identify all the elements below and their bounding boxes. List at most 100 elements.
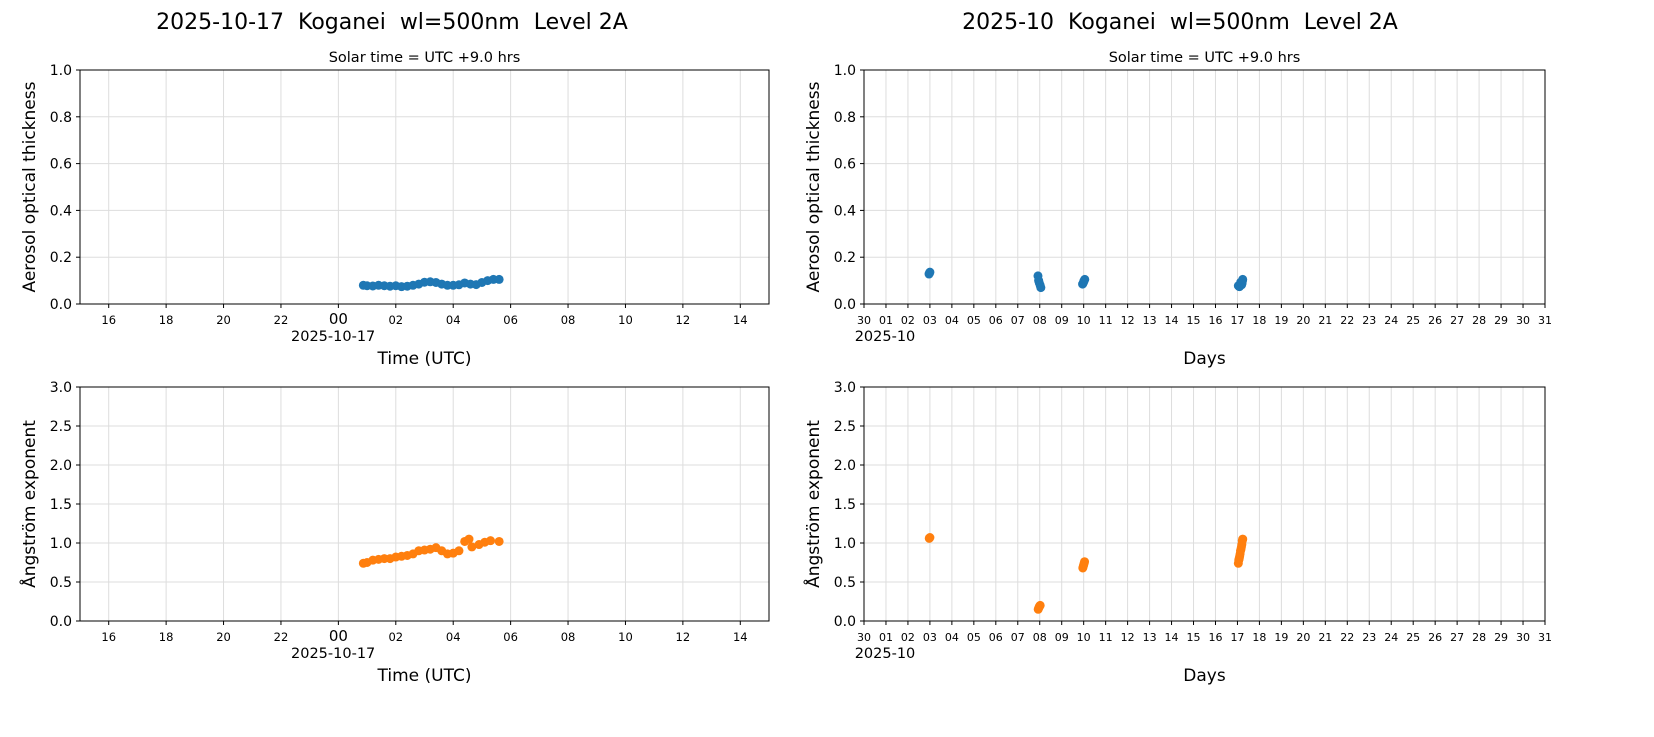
monthly-angstrom-x-tick-label: 16 [1208,631,1222,644]
monthly-angstrom-x-tick-label: 07 [1011,631,1025,644]
monthly-aot-x-tick-label: 21 [1318,314,1332,327]
daily-angstrom-x-tick-label: 16 [101,630,116,644]
monthly-aot-y-tick-label: 0.6 [834,157,856,173]
daily-aot-x-offset-label: 2025-10-17 [291,329,375,345]
monthly-angstrom-x-tick-label: 09 [1055,631,1069,644]
daily-angstrom-data-point [486,536,496,546]
monthly-aot-x-tick-label: 04 [945,314,959,327]
daily-aot-x-axis-label: Time (UTC) [377,349,472,369]
daily-aot-y-tick-label: 1.0 [50,63,72,79]
monthly-aot-data-point [925,267,935,277]
daily-angstrom-data-point [454,546,464,556]
monthly-aot-x-tick-label: 06 [989,314,1003,327]
monthly-angstrom-x-tick-label: 11 [1099,631,1113,644]
monthly-angstrom-y-tick-label: 1.5 [834,497,856,513]
daily-angstrom-data-point [464,534,474,544]
monthly-angstrom-x-tick-label: 26 [1428,631,1442,644]
monthly-aot-y-tick-label: 0.0 [834,297,856,313]
daily-aot-x-tick-label: 00 [329,310,348,328]
monthly-angstrom-x-tick-label: 05 [967,631,981,644]
monthly-angstrom-x-tick-label: 23 [1362,631,1376,644]
daily-angstrom-y-tick-label: 2.5 [50,419,72,435]
daily-angstrom-x-tick-label: 18 [159,630,174,644]
monthly-angstrom-x-tick-label: 21 [1318,631,1332,644]
monthly-angstrom-data-point [1035,600,1045,610]
daily-aot-x-tick-label: 16 [101,313,116,327]
daily-angstrom-x-tick-label: 02 [388,630,403,644]
monthly-aot-y-tick-label: 0.2 [834,250,856,266]
monthly-angstrom-x-tick-label: 17 [1230,631,1244,644]
monthly-aot-x-tick-label: 31 [1538,314,1552,327]
monthly-aot-x-tick-label: 23 [1362,314,1376,327]
monthly-aot-x-tick-label: 19 [1274,314,1288,327]
daily-aot-x-tick-label: 20 [216,313,231,327]
monthly-aot-x-tick-label: 24 [1384,314,1398,327]
monthly-angstrom-x-tick-label: 27 [1450,631,1464,644]
monthly-angstrom-y-tick-label: 1.0 [834,536,856,552]
monthly-angstrom-x-tick-label: 30 [857,631,871,644]
monthly-aot-x-tick-label: 12 [1121,314,1135,327]
monthly-angstrom-x-tick-label: 29 [1494,631,1508,644]
monthly-angstrom-x-tick-label: 08 [1033,631,1047,644]
monthly-angstrom-x-offset-label: 2025-10 [855,646,916,662]
monthly-aot-x-tick-label: 10 [1077,314,1091,327]
monthly-aot-x-tick-label: 07 [1011,314,1025,327]
monthly-angstrom-y-tick-label: 3.0 [834,380,856,396]
monthly-angstrom-x-tick-label: 06 [989,631,1003,644]
daily-aot-x-tick-label: 02 [388,313,403,327]
daily-aot-axes-frame [79,69,770,305]
daily-angstrom-x-tick-label: 08 [561,630,576,644]
left-figure-title: 2025-10-17 Koganei wl=500nm Level 2A [156,10,628,35]
monthly-aot-x-tick-label: 13 [1143,314,1157,327]
daily-aot-y-axis-label: Aerosol optical thickness [20,81,40,292]
daily-aot-y-tick-label: 0.2 [50,250,72,266]
monthly-aot-data-point [1036,283,1046,293]
daily-aot-x-tick-label: 08 [561,313,576,327]
daily-angstrom-y-tick-label: 2.0 [50,458,72,474]
monthly-angstrom-y-tick-label: 0.0 [834,614,856,630]
monthly-aot-x-tick-label: 05 [967,314,981,327]
monthly-aot-x-tick-label: 20 [1296,314,1310,327]
monthly-aot-x-tick-label: 02 [901,314,915,327]
daily-angstrom-data-point [494,536,504,546]
monthly-angstrom-axes-frame [863,386,1546,622]
monthly-angstrom-x-tick-label: 04 [945,631,959,644]
daily-angstrom-y-tick-label: 0.0 [50,614,72,630]
daily-angstrom-x-offset-label: 2025-10-17 [291,646,375,662]
monthly-angstrom-data-point [925,533,935,543]
monthly-aot-x-tick-label: 11 [1099,314,1113,327]
daily-aot-y-tick-label: 0.4 [50,203,72,219]
daily-aot-y-tick-label: 0.8 [50,110,72,126]
monthly-angstrom-x-tick-label: 24 [1384,631,1398,644]
monthly-angstrom-x-tick-label: 14 [1165,631,1179,644]
monthly-aot-data-point [1080,274,1090,284]
monthly-aot-x-tick-label: 17 [1230,314,1244,327]
monthly-aot-x-tick-label: 30 [857,314,871,327]
monthly-aot-x-offset-label: 2025-10 [855,329,916,345]
daily-angstrom-x-tick-label: 20 [216,630,231,644]
monthly-aot-y-tick-label: 0.4 [834,203,856,219]
monthly-aot-x-tick-label: 30 [1516,314,1530,327]
daily-aot-x-tick-label: 14 [733,313,748,327]
monthly-angstrom-y-tick-label: 2.0 [834,458,856,474]
monthly-aot-x-tick-label: 01 [879,314,893,327]
monthly-angstrom-x-tick-label: 12 [1121,631,1135,644]
monthly-aot-x-tick-label: 22 [1340,314,1354,327]
monthly-aot-x-tick-label: 14 [1165,314,1179,327]
monthly-angstrom-y-axis-label: Ångström exponent [802,420,824,588]
monthly-angstrom-x-tick-label: 31 [1538,631,1552,644]
monthly-angstrom-x-tick-label: 20 [1296,631,1310,644]
daily-angstrom-y-tick-label: 3.0 [50,380,72,396]
monthly-angstrom-x-axis-label: Days [1183,666,1226,686]
daily-aot-y-tick-label: 0.6 [50,157,72,173]
monthly-aot-x-axis-label: Days [1183,349,1226,369]
daily-angstrom-x-axis-label: Time (UTC) [377,666,472,686]
monthly-aot-x-tick-label: 16 [1208,314,1222,327]
daily-aot-x-tick-label: 18 [159,313,174,327]
monthly-aot-x-tick-label: 03 [923,314,937,327]
monthly-angstrom-x-tick-label: 02 [901,631,915,644]
right-figure-title: 2025-10 Koganei wl=500nm Level 2A [962,10,1398,35]
monthly-angstrom-data-point [1238,534,1248,544]
daily-angstrom-y-axis-label: Ångström exponent [18,420,40,588]
